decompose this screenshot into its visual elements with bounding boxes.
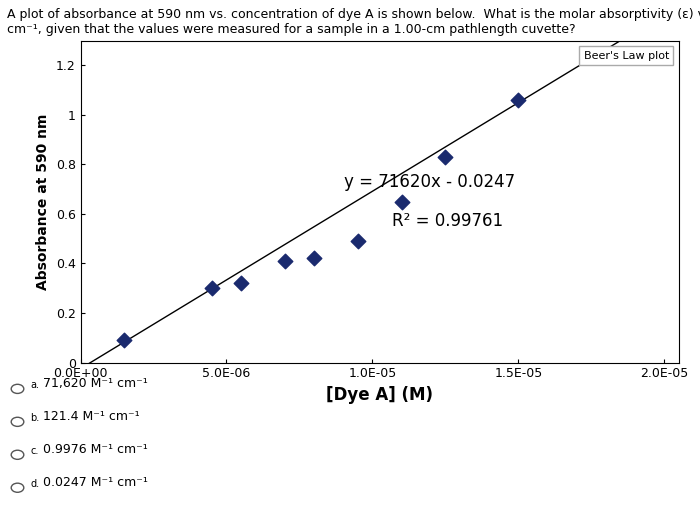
Point [396,198,407,206]
Text: 0.0247 M⁻¹ cm⁻¹: 0.0247 M⁻¹ cm⁻¹ [43,476,148,489]
Text: d.: d. [30,479,39,489]
Text: y = 71620x - 0.0247: y = 71620x - 0.0247 [344,173,515,191]
Point [119,336,130,344]
X-axis label: [Dye A] (M): [Dye A] (M) [326,386,433,404]
Text: cm⁻¹, given that the values were measured for a sample in a 1.00-cm pathlength c: cm⁻¹, given that the values were measure… [7,23,575,36]
Text: a.: a. [30,380,39,390]
Point [440,153,451,161]
Text: A plot of absorbance at 590 nm vs. concentration of dye A is shown below.  What : A plot of absorbance at 590 nm vs. conce… [7,8,700,21]
Text: c.: c. [30,446,38,456]
Text: 0.9976 M⁻¹ cm⁻¹: 0.9976 M⁻¹ cm⁻¹ [43,443,148,456]
Point [206,284,218,292]
Text: 121.4 M⁻¹ cm⁻¹: 121.4 M⁻¹ cm⁻¹ [43,410,139,423]
Text: b.: b. [30,413,39,423]
Point [309,255,320,263]
Text: 71,620 M⁻¹ cm⁻¹: 71,620 M⁻¹ cm⁻¹ [43,377,148,390]
Point [279,257,290,265]
Text: R² = 0.99761: R² = 0.99761 [392,212,503,230]
Point [352,237,363,245]
Y-axis label: Absorbance at 590 nm: Absorbance at 590 nm [36,114,50,289]
Point [235,279,246,287]
Point [513,96,524,104]
Legend: Beer's Law plot: Beer's Law plot [579,46,673,65]
